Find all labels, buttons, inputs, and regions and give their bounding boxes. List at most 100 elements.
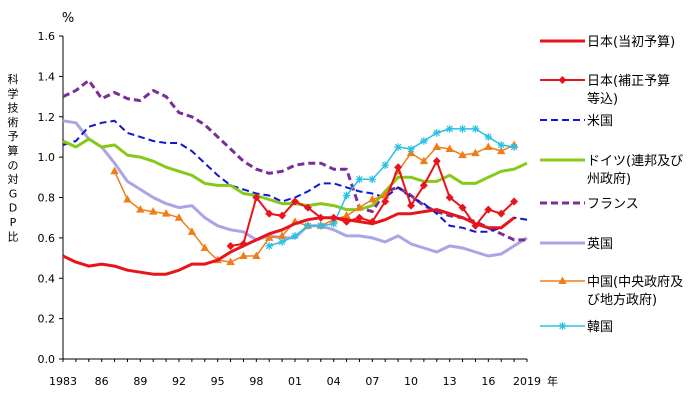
y-tick-label: 0.0 bbox=[38, 353, 56, 366]
data-point bbox=[278, 238, 286, 246]
data-point bbox=[291, 197, 299, 206]
y-axis-label-char: 対 bbox=[8, 172, 19, 186]
data-point bbox=[329, 213, 338, 222]
y-tick-label: 0.2 bbox=[38, 313, 56, 326]
y-axis-label-char: 技 bbox=[8, 102, 19, 115]
legend-label: 日本(補正予算 bbox=[587, 74, 670, 89]
y-tick-label: 0.8 bbox=[38, 192, 56, 205]
data-point bbox=[136, 205, 145, 213]
y-axis-label-char: 学 bbox=[8, 86, 19, 100]
data-point bbox=[355, 175, 364, 184]
data-point bbox=[497, 141, 506, 149]
data-point bbox=[265, 233, 274, 241]
data-point bbox=[355, 203, 364, 211]
legend-label: フランス bbox=[587, 197, 639, 212]
y-axis-label-char: P bbox=[10, 216, 17, 229]
data-point bbox=[200, 243, 209, 251]
data-point bbox=[265, 242, 274, 250]
y-axis-label-char: の bbox=[8, 159, 19, 172]
x-tick-label: 13 bbox=[443, 375, 457, 388]
data-point bbox=[407, 201, 415, 210]
legend-label: 英国 bbox=[587, 237, 613, 252]
y-axis-label-char: 科 bbox=[8, 72, 19, 86]
data-point bbox=[394, 163, 403, 172]
data-point bbox=[316, 213, 325, 222]
y-axis-label-char: 術 bbox=[8, 116, 19, 129]
data-point bbox=[381, 197, 390, 206]
data-point bbox=[368, 217, 377, 226]
data-point bbox=[497, 209, 506, 218]
data-point bbox=[174, 213, 184, 221]
y-axis-unit-label: % bbox=[62, 11, 74, 26]
series-line bbox=[62, 208, 516, 276]
data-point bbox=[277, 231, 287, 239]
y-tick-label: 0.6 bbox=[38, 232, 56, 245]
legend-label: 中国(中央政府及 bbox=[587, 275, 683, 290]
y-tick-label: 0.4 bbox=[38, 272, 56, 285]
legend-label: ドイツ(連邦及び bbox=[587, 154, 683, 169]
data-point bbox=[239, 251, 248, 260]
legend-entry-7: 韓国 bbox=[540, 320, 613, 335]
series-7 bbox=[265, 125, 518, 250]
data-point bbox=[278, 211, 287, 220]
x-axis-ticks: 1983 86 89 92 95 98 01 04 07 10 13 16 2019 bbox=[49, 359, 541, 388]
data-point bbox=[329, 219, 338, 228]
data-point bbox=[445, 144, 454, 153]
data-point bbox=[510, 197, 519, 206]
data-point bbox=[432, 142, 441, 151]
data-point bbox=[303, 203, 312, 212]
legend-entry-2: 米国 bbox=[540, 114, 613, 129]
y-tick-label: 1.2 bbox=[38, 111, 56, 124]
data-point bbox=[226, 241, 235, 250]
legend-entry-4: フランス bbox=[540, 197, 639, 212]
legend-label: 韓国 bbox=[587, 320, 613, 335]
data-point bbox=[226, 257, 235, 266]
data-point bbox=[355, 213, 364, 222]
data-point bbox=[394, 143, 402, 151]
data-point bbox=[342, 191, 351, 200]
data-point bbox=[368, 195, 377, 203]
data-point bbox=[419, 156, 429, 165]
data-point bbox=[161, 209, 171, 217]
data-point bbox=[420, 137, 428, 145]
x-tick-label: 1983 bbox=[49, 375, 77, 388]
data-point bbox=[291, 232, 299, 240]
x-tick-label: 07 bbox=[365, 375, 379, 388]
data-point bbox=[558, 276, 567, 284]
data-point bbox=[471, 148, 480, 157]
data-point bbox=[252, 193, 261, 202]
legend-entry-5: 英国 bbox=[540, 237, 613, 252]
legend-label: 米国 bbox=[587, 114, 613, 129]
legend-label: 等込) bbox=[587, 91, 618, 107]
data-point bbox=[149, 207, 158, 215]
data-point bbox=[432, 129, 441, 137]
data-point bbox=[458, 203, 467, 212]
series-line bbox=[62, 119, 528, 233]
data-point bbox=[484, 133, 493, 141]
data-point bbox=[458, 125, 467, 133]
x-tick-label: 89 bbox=[133, 375, 147, 388]
x-tick-label: 04 bbox=[327, 375, 341, 388]
data-point bbox=[342, 211, 351, 219]
x-tick-label: 2019 bbox=[513, 375, 541, 388]
data-point bbox=[445, 125, 454, 133]
y-axis-label-char: 比 bbox=[8, 230, 19, 243]
x-tick-label: 01 bbox=[288, 375, 302, 388]
data-point bbox=[187, 227, 197, 235]
series-line bbox=[62, 78, 527, 242]
legend-label: 日本(当初予算) bbox=[587, 35, 675, 50]
legend-label: 州政府) bbox=[587, 172, 631, 187]
data-point bbox=[265, 209, 274, 218]
y-tick-label: 1.4 bbox=[38, 70, 56, 83]
series-0 bbox=[62, 208, 516, 276]
legend-entry-0: 日本(当初予算) bbox=[540, 35, 675, 50]
legend-label: び地方政府) bbox=[587, 292, 657, 308]
series-layer bbox=[62, 78, 528, 276]
data-point bbox=[342, 217, 351, 226]
data-point bbox=[458, 150, 467, 159]
y-tick-label: 1.6 bbox=[38, 30, 56, 43]
